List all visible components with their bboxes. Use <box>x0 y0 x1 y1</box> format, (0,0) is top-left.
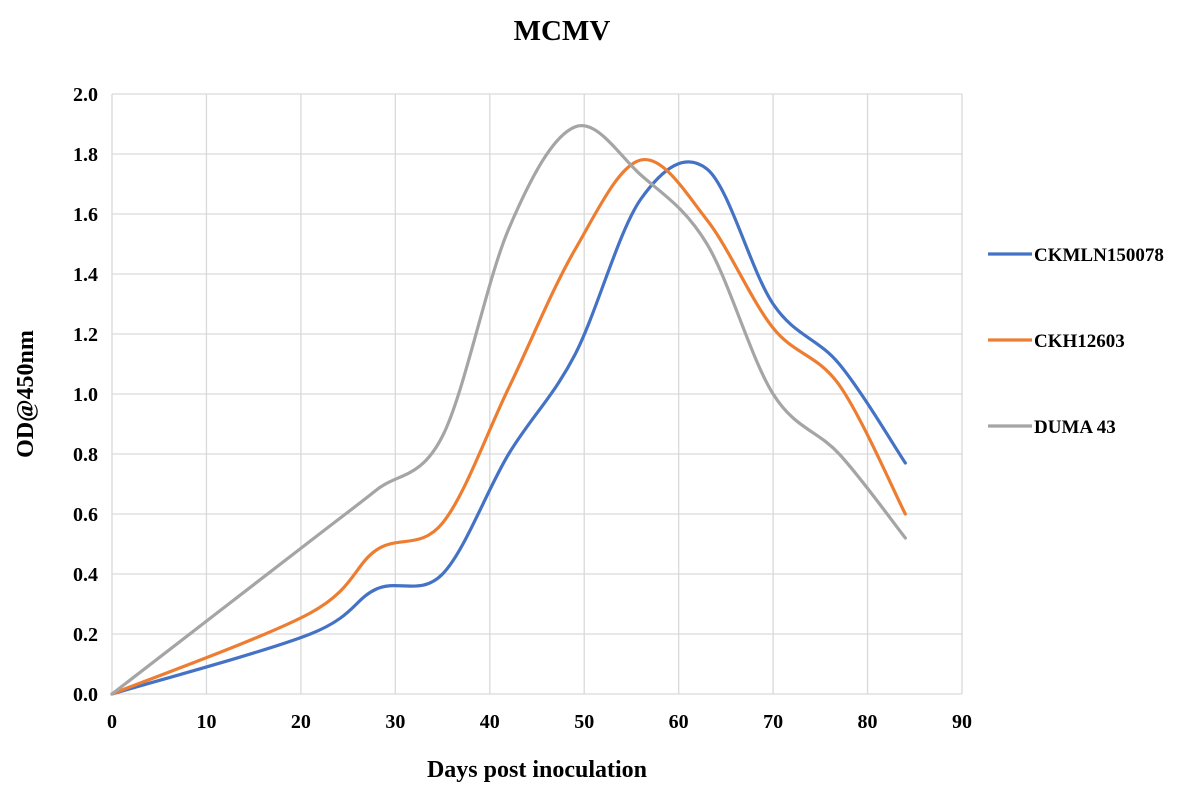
series-line-1 <box>110 160 907 696</box>
y-tick-label: 2.0 <box>73 84 98 106</box>
series-line-3 <box>110 124 907 696</box>
x-tick-label: 70 <box>763 711 783 733</box>
y-tick-label: 0.8 <box>73 444 98 466</box>
x-tick-label: 50 <box>574 711 594 733</box>
y-tick-label: 1.4 <box>73 264 98 286</box>
grid <box>111 93 963 695</box>
x-axis-label: Days post inoculation <box>427 757 647 783</box>
x-tick-label: 10 <box>196 711 216 733</box>
series-lines <box>110 124 907 696</box>
x-tick-label: 30 <box>385 711 405 733</box>
y-tick-label: 0.6 <box>73 504 98 526</box>
axes: 0 10 20 30 40 50 60 70 80 90 0.0 0.2 0.4 0.6 0.8 1.0 1.2… <box>73 84 972 733</box>
legend-item: DUMA 43 <box>988 417 1116 438</box>
x-tick-label: 40 <box>480 711 500 733</box>
chart-title: MCMV <box>514 15 611 47</box>
y-tick-label: 1.6 <box>73 204 98 226</box>
legend: CKMLN150078 CKH12603 DUMA 43 <box>988 245 1164 438</box>
legend-label: CKH12603 <box>1034 331 1125 352</box>
y-tick-label: 1.0 <box>73 384 98 406</box>
x-tick-label: 90 <box>952 711 972 733</box>
y-tick-label: 0.4 <box>73 564 98 586</box>
legend-label: CKMLN150078 <box>1034 245 1164 266</box>
y-tick-label: 0.2 <box>73 624 98 646</box>
x-tick-label: 60 <box>669 711 689 733</box>
y-tick-label: 1.2 <box>73 324 98 346</box>
legend-label: DUMA 43 <box>1034 417 1116 438</box>
legend-item: CKH12603 <box>988 331 1125 352</box>
series-line-2 <box>110 158 907 696</box>
y-tick-label: 0.0 <box>73 684 98 706</box>
y-axis-label: OD@450nm <box>13 330 39 458</box>
x-tick-label: 80 <box>858 711 878 733</box>
x-tick-label: 0 <box>107 711 117 733</box>
y-tick-label: 1.8 <box>73 144 98 166</box>
legend-item: CKMLN150078 <box>988 245 1164 266</box>
x-tick-label: 20 <box>291 711 311 733</box>
